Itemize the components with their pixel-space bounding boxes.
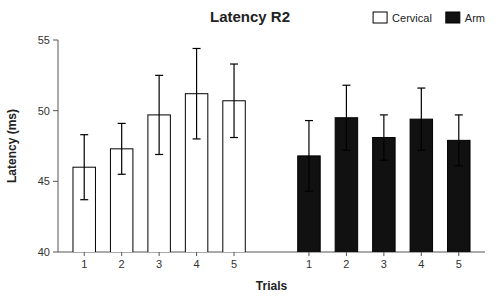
error-bar — [380, 115, 388, 160]
error-cap — [342, 150, 350, 151]
error-line — [121, 123, 122, 174]
x-tick — [383, 252, 384, 256]
y-tick — [53, 252, 58, 253]
error-cap — [155, 75, 163, 76]
legend-swatch — [373, 12, 387, 23]
error-bar — [80, 135, 88, 200]
error-cap — [193, 138, 201, 139]
error-cap — [80, 199, 88, 200]
x-tick — [234, 252, 235, 256]
error-line — [346, 85, 347, 150]
series-bars — [73, 48, 245, 252]
y-axis-line — [58, 40, 59, 252]
y-tick-label: 55 — [38, 34, 50, 46]
series-bars — [298, 85, 470, 252]
error-line — [308, 121, 309, 192]
x-tick-label: 5 — [456, 258, 462, 270]
legend-label: Arm — [465, 12, 485, 24]
x-tick — [458, 252, 459, 256]
x-tick — [84, 252, 85, 256]
error-line — [421, 88, 422, 150]
error-bar — [155, 75, 163, 154]
legend-label: Cervical — [392, 12, 432, 24]
error-cap — [455, 165, 463, 166]
error-line — [196, 48, 197, 138]
legend: Cervical Arm — [373, 12, 485, 24]
y-tick — [53, 40, 58, 41]
error-cap — [305, 120, 313, 121]
y-tick-label: 40 — [38, 246, 50, 258]
error-cap — [118, 174, 126, 175]
error-line — [233, 64, 234, 137]
error-line — [383, 115, 384, 160]
chart-svg: Latency R2404550551234512345TrialsLatenc… — [0, 0, 500, 303]
error-cap — [155, 154, 163, 155]
error-bar — [455, 115, 463, 166]
error-cap — [80, 134, 88, 135]
x-tick — [308, 252, 309, 256]
error-cap — [380, 114, 388, 115]
x-tick — [159, 252, 160, 256]
error-bar — [230, 64, 238, 137]
error-bar — [417, 88, 425, 150]
y-tick — [53, 181, 58, 182]
error-bar — [118, 123, 126, 174]
error-bar — [305, 121, 313, 192]
error-cap — [118, 123, 126, 124]
x-tick-label: 1 — [81, 258, 87, 270]
x-tick-label: 3 — [381, 258, 387, 270]
error-bar — [193, 48, 201, 138]
x-tick — [196, 252, 197, 256]
error-cap — [417, 150, 425, 151]
error-cap — [193, 48, 201, 49]
error-cap — [417, 87, 425, 88]
error-bar — [342, 85, 350, 150]
error-line — [458, 115, 459, 166]
x-axis-label: Trials — [256, 279, 288, 293]
x-axis: 1 2 3 4 5 1 2 3 4 5 — [58, 252, 485, 270]
chart-container: Latency R2404550551234512345TrialsLatenc… — [0, 0, 500, 303]
x-tick — [421, 252, 422, 256]
title: Latency R2 — [210, 8, 290, 25]
y-axis: 40 45 50 55 — [38, 34, 58, 258]
error-line — [84, 135, 85, 200]
y-tick-label: 50 — [38, 105, 50, 117]
x-tick — [121, 252, 122, 256]
x-tick — [346, 252, 347, 256]
x-tick-label: 3 — [156, 258, 162, 270]
x-tick-label: 2 — [119, 258, 125, 270]
x-tick-label: 4 — [194, 258, 200, 270]
y-tick — [53, 110, 58, 111]
error-cap — [305, 191, 313, 192]
error-cap — [455, 114, 463, 115]
error-cap — [230, 137, 238, 138]
legend-swatch — [446, 12, 460, 23]
x-tick-label: 1 — [306, 258, 312, 270]
x-tick-label: 4 — [418, 258, 424, 270]
error-cap — [230, 63, 238, 64]
error-cap — [342, 85, 350, 86]
y-axis-label: Latency (ms) — [5, 109, 19, 183]
y-tick-label: 45 — [38, 175, 50, 187]
error-line — [159, 75, 160, 154]
x-tick-label: 5 — [231, 258, 237, 270]
x-tick-label: 2 — [343, 258, 349, 270]
error-cap — [380, 160, 388, 161]
plot-area — [73, 48, 470, 252]
